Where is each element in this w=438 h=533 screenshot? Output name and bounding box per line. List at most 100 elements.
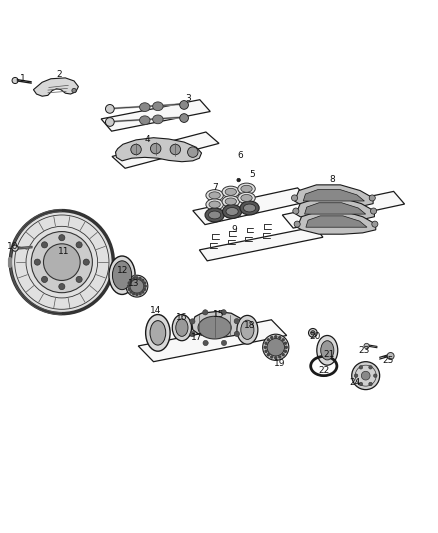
Circle shape	[274, 335, 278, 338]
Circle shape	[141, 279, 145, 282]
Polygon shape	[304, 203, 366, 214]
Circle shape	[143, 288, 146, 291]
Text: 5: 5	[249, 171, 254, 179]
Circle shape	[263, 334, 289, 360]
Circle shape	[132, 292, 135, 296]
Circle shape	[187, 147, 198, 157]
Circle shape	[369, 195, 375, 201]
Circle shape	[83, 259, 89, 265]
Circle shape	[282, 338, 285, 342]
Circle shape	[138, 277, 142, 280]
Circle shape	[237, 179, 240, 182]
Circle shape	[76, 277, 82, 282]
Text: 15: 15	[213, 310, 225, 319]
Circle shape	[221, 310, 226, 315]
Circle shape	[274, 356, 278, 359]
Ellipse shape	[140, 103, 150, 111]
Ellipse shape	[321, 341, 334, 360]
Text: 22: 22	[318, 366, 329, 375]
Text: 21: 21	[323, 350, 335, 359]
Circle shape	[11, 211, 113, 313]
Circle shape	[264, 345, 267, 349]
Circle shape	[106, 118, 114, 126]
Circle shape	[135, 293, 139, 296]
Text: 6: 6	[237, 151, 243, 160]
Text: 23: 23	[358, 346, 370, 356]
Text: 18: 18	[244, 321, 255, 330]
Ellipse shape	[241, 320, 254, 340]
Ellipse shape	[172, 314, 191, 341]
Circle shape	[42, 242, 48, 248]
Circle shape	[364, 343, 369, 349]
Ellipse shape	[205, 208, 224, 222]
Circle shape	[294, 221, 300, 227]
Circle shape	[31, 231, 92, 293]
Circle shape	[127, 288, 131, 291]
Polygon shape	[138, 320, 287, 362]
Text: 9: 9	[231, 225, 237, 234]
Text: 7: 7	[212, 183, 218, 192]
Circle shape	[352, 362, 380, 390]
Circle shape	[150, 143, 161, 154]
Ellipse shape	[206, 199, 223, 210]
Ellipse shape	[209, 192, 220, 199]
Circle shape	[234, 331, 240, 336]
Circle shape	[12, 245, 18, 251]
Circle shape	[190, 319, 195, 324]
Circle shape	[293, 208, 299, 214]
Text: 12: 12	[117, 266, 129, 276]
Ellipse shape	[152, 102, 163, 111]
Ellipse shape	[225, 188, 237, 195]
Circle shape	[143, 281, 146, 285]
Circle shape	[135, 276, 139, 280]
Circle shape	[203, 341, 208, 345]
Polygon shape	[306, 216, 367, 227]
Circle shape	[264, 350, 268, 353]
Ellipse shape	[237, 316, 258, 344]
Text: 14: 14	[150, 305, 161, 314]
Circle shape	[311, 330, 315, 335]
Text: 16: 16	[176, 313, 187, 322]
Circle shape	[284, 342, 287, 345]
Circle shape	[374, 374, 377, 377]
Circle shape	[129, 279, 133, 282]
Ellipse shape	[226, 207, 238, 215]
Circle shape	[144, 285, 147, 288]
Circle shape	[291, 195, 297, 201]
Circle shape	[387, 352, 394, 359]
Circle shape	[264, 342, 268, 345]
Ellipse shape	[150, 321, 166, 345]
Ellipse shape	[241, 195, 252, 201]
Text: 1: 1	[20, 74, 25, 83]
Circle shape	[359, 382, 363, 386]
Circle shape	[203, 310, 208, 315]
Polygon shape	[294, 185, 373, 208]
Polygon shape	[116, 138, 201, 161]
Text: 19: 19	[273, 359, 285, 368]
Circle shape	[131, 144, 141, 155]
Ellipse shape	[222, 196, 240, 207]
Circle shape	[371, 208, 377, 214]
Circle shape	[34, 259, 40, 265]
Ellipse shape	[244, 204, 256, 212]
Circle shape	[369, 366, 372, 369]
Circle shape	[234, 319, 240, 324]
Circle shape	[180, 101, 188, 109]
Ellipse shape	[140, 116, 150, 125]
Ellipse shape	[241, 185, 252, 192]
Circle shape	[126, 275, 148, 297]
Text: 13: 13	[128, 279, 140, 288]
Ellipse shape	[206, 190, 223, 201]
Polygon shape	[297, 211, 376, 234]
Polygon shape	[303, 190, 364, 201]
Polygon shape	[193, 188, 311, 224]
Circle shape	[267, 338, 285, 356]
Circle shape	[267, 353, 270, 357]
Circle shape	[138, 292, 142, 296]
Circle shape	[59, 235, 65, 241]
Circle shape	[270, 336, 273, 340]
Circle shape	[359, 366, 363, 369]
Text: 2: 2	[57, 70, 63, 79]
Circle shape	[285, 345, 288, 349]
Circle shape	[42, 277, 48, 282]
